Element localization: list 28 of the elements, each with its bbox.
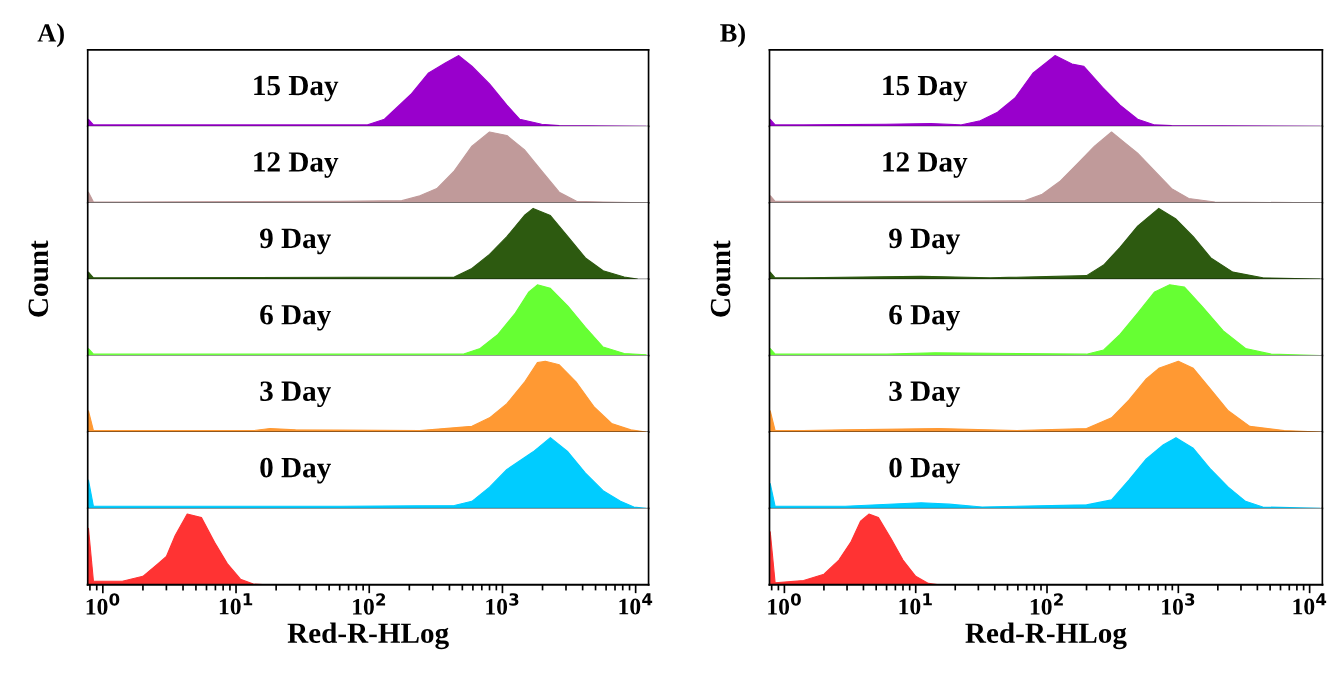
x-tick-label: 10$^{3}$ [486, 593, 519, 615]
x-tick-label: 10$^{0}$ [768, 593, 801, 615]
x-tick-label: 10$^{4}$ [619, 593, 653, 615]
x-tick-label: 10$^{2}$ [353, 593, 386, 615]
annotation: 6 Day [889, 304, 961, 331]
annotation: 3 Day [889, 381, 961, 408]
annotation: 0 Day [260, 457, 331, 484]
x-axis-title: Red-R-HLog [965, 622, 1127, 650]
annotation: 12 Day [254, 152, 339, 178]
x-tick-label: 10$^{4}$ [1293, 593, 1327, 615]
x-axis-title: Red-R-HLog [287, 622, 449, 650]
annotation: 12 Day [883, 152, 968, 178]
x-tick-label: 10$^{1}$ [219, 593, 253, 615]
y-axis-title: Count [710, 240, 731, 317]
annotation: 15 Day [254, 75, 339, 102]
x-tick-label: 10$^{3}$ [1162, 593, 1195, 615]
annotation: 6 Day [260, 304, 331, 331]
x-tick-label: 10$^{2}$ [1030, 593, 1063, 615]
x-tick-label: 10$^{1}$ [899, 593, 932, 615]
annotation: 3 Day [260, 381, 331, 408]
y-axis-title: Count [28, 240, 49, 317]
annotation: 9 Day [889, 228, 961, 255]
chart-title: A) [37, 23, 64, 48]
annotation: 0 Day [889, 457, 961, 484]
chart-title: B) [720, 23, 745, 48]
annotation: 9 Day [259, 228, 331, 255]
annotation: 15 Day [883, 75, 968, 102]
x-tick-label: 10$^{0}$ [86, 593, 120, 615]
